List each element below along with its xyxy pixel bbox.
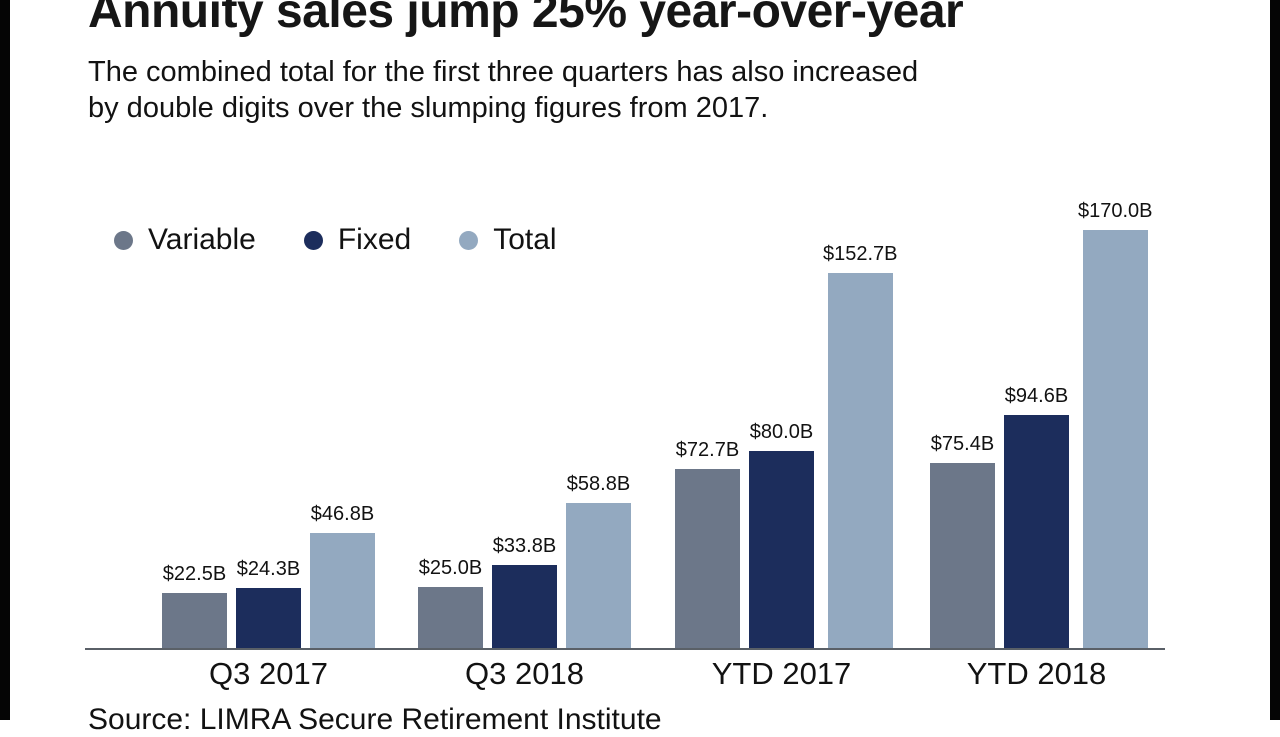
- bar-value-label: $58.8B: [566, 473, 631, 496]
- chart-subtitle: The combined total for the first three q…: [88, 54, 918, 126]
- bar-group-ytd-2017: $72.7B $80.0B $152.7B: [675, 242, 898, 648]
- bar-value-label: $152.7B: [823, 242, 898, 265]
- bar-total-q3-2017: [310, 532, 375, 648]
- bar-column: $58.8B: [566, 473, 631, 648]
- bar-value-label: $24.3B: [236, 558, 301, 581]
- plot-area: $22.5B $24.3B $46.8B $25.0B $33.8B $58.8B $72.…: [162, 200, 1153, 648]
- bar-column: $170.0B: [1078, 200, 1153, 648]
- bar-value-label: $22.5B: [162, 562, 227, 585]
- legend-label-total: Total: [493, 223, 557, 256]
- bar-total-ytd-2017: [827, 272, 893, 648]
- bar-column: $152.7B: [823, 242, 898, 648]
- bar-value-label: $80.0B: [749, 421, 814, 444]
- bar-column: $25.0B: [418, 556, 483, 648]
- bar-column: $22.5B: [162, 563, 227, 648]
- bar-column: $46.8B: [310, 503, 375, 648]
- bar-variable-ytd-2017: [675, 469, 740, 648]
- bar-value-label: $25.0B: [418, 556, 483, 579]
- category-label-q3-2017: Q3 2017: [209, 656, 328, 691]
- variable-legend-dot-icon: [114, 230, 133, 250]
- bar-group-ytd-2018: $75.4B $94.6B $170.0B: [930, 200, 1153, 648]
- bar-value-label: $94.6B: [1004, 385, 1069, 408]
- bar-value-label: $72.7B: [675, 439, 740, 462]
- fixed-legend-dot-icon: [303, 230, 323, 250]
- category-label-ytd-2017: YTD 2017: [711, 656, 852, 691]
- bar-column: $24.3B: [236, 558, 301, 648]
- total-legend-dot-icon: [459, 230, 479, 250]
- bar-group-q3-2017: $22.5B $24.3B $46.8B: [162, 503, 375, 648]
- bar-column: $80.0B: [749, 421, 814, 648]
- bar-value-label: $170.0B: [1078, 200, 1153, 222]
- legend-item-variable: Variable: [114, 223, 256, 257]
- bar-fixed-ytd-2018: [1004, 415, 1069, 648]
- legend: Variable Fixed Total: [114, 223, 557, 257]
- bar-column: $94.6B: [1004, 385, 1069, 648]
- bar-column: $72.7B: [675, 439, 740, 648]
- legend-label-fixed: Fixed: [337, 223, 412, 256]
- bar-fixed-q3-2017: [236, 588, 301, 648]
- bar-total-ytd-2018: [1082, 230, 1148, 648]
- bar-total-q3-2018: [566, 503, 631, 648]
- bar-variable-q3-2017: [162, 592, 227, 648]
- x-axis-line: [85, 648, 1165, 650]
- bar-value-label: $33.8B: [492, 534, 557, 557]
- bar-fixed-q3-2018: [492, 564, 557, 648]
- category-label-ytd-2018: YTD 2018: [966, 656, 1107, 691]
- bar-variable-q3-2018: [418, 586, 483, 648]
- right-pillarbox: [1270, 0, 1280, 720]
- chart-subtitle-line-1: The combined total for the first three q…: [88, 56, 919, 88]
- left-pillarbox: [0, 0, 10, 720]
- bar-group-q3-2018: $25.0B $33.8B $58.8B: [418, 473, 631, 648]
- bar-fixed-ytd-2017: [749, 451, 814, 648]
- source-attribution: Source: LIMRA Secure Retirement Institut…: [88, 703, 662, 736]
- legend-item-fixed: Fixed: [303, 223, 412, 257]
- bar-value-label: $75.4B: [930, 432, 995, 455]
- chart-subtitle-line-2: by double digits over the slumping figur…: [88, 92, 769, 124]
- chart-title: Annuity sales jump 25% year-over-year: [88, 0, 964, 38]
- bar-variable-ytd-2018: [930, 462, 995, 648]
- legend-item-total: Total: [459, 223, 557, 257]
- bar-column: $33.8B: [492, 535, 557, 648]
- category-label-q3-2018: Q3 2018: [465, 656, 584, 691]
- legend-label-variable: Variable: [148, 223, 256, 256]
- bar-value-label: $46.8B: [310, 502, 375, 525]
- bar-column: $75.4B: [930, 433, 995, 648]
